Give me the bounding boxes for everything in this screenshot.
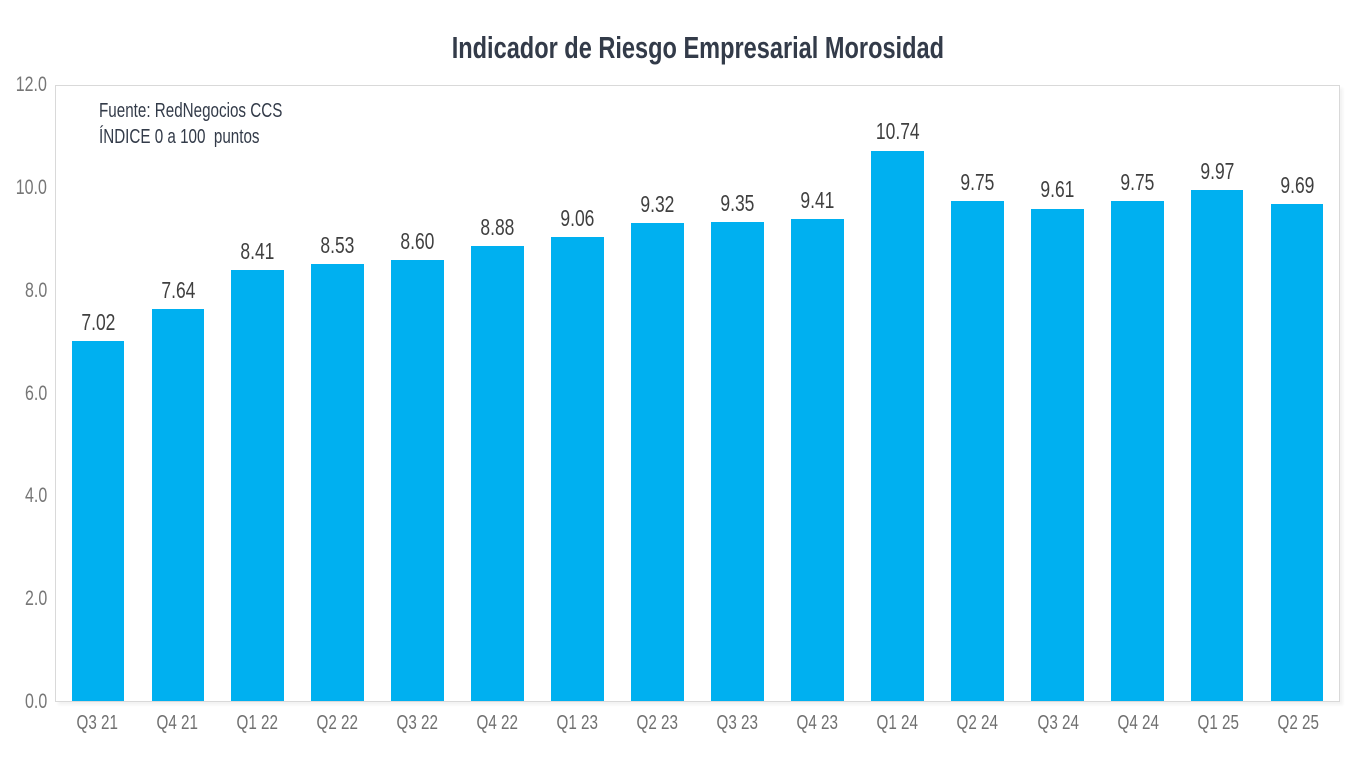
bar-value-label: 8.88 [480,213,515,240]
bar [950,201,1004,701]
x-tick-label: Q4 24 [1117,712,1159,734]
x-tick-label: Q2 24 [957,712,999,734]
bar-value-label: 10.74 [875,118,920,145]
bar-value-label: 9.06 [560,204,595,231]
bar-column: 8.41 [218,86,298,701]
x-axis: Q3 21 Q4 21 Q1 22 Q2 22 Q3 22 Q4 22 Q1 23 Q2 23… [55,712,1340,735]
x-tick-label: Q1 24 [876,712,919,734]
bar-value-label: 9.32 [640,191,675,218]
bar-value-label: 8.60 [400,228,435,255]
x-tick-label: Q1 23 [556,712,599,734]
bar [711,221,764,701]
bar-column: 9.75 [1097,86,1177,701]
x-tick-label: Q1 22 [236,712,278,734]
bar-column: 7.02 [58,86,138,701]
bar [791,218,844,701]
bar-column: 8.53 [298,86,378,701]
bar-value-label: 8.53 [320,231,355,258]
source-line: Fuente: RedNegocios CCS [99,100,283,122]
bar-value-label: 7.64 [160,277,195,304]
bar-column: 8.60 [378,86,458,701]
bar-column: 9.35 [698,86,778,701]
y-tick-label: 2.0 [24,587,47,611]
bar [1270,204,1324,701]
bar-value-label: 7.02 [80,309,115,336]
bar-column: 9.06 [538,86,618,701]
y-tick-label: 10.0 [15,175,47,199]
chart-title: Indicador de Riesgo Empresarial Morosida… [55,30,1340,66]
x-tick-label: Q3 22 [396,712,438,734]
bar-column: 9.69 [1257,86,1337,701]
bar [1190,190,1244,701]
bar-value-label: 9.75 [960,169,995,196]
x-tick-label: Q2 23 [636,712,679,734]
bar-value-label: 9.69 [1280,172,1315,199]
bar-column: 7.64 [138,86,218,701]
bar-column: 8.88 [458,86,538,701]
x-tick-label: Q3 23 [716,712,759,734]
x-tick-label: Q4 23 [796,712,839,734]
bar-column: 9.61 [1017,86,1097,701]
chart-title-text: Indicador de Riesgo Empresarial Morosida… [451,30,944,65]
bar-value-label: 9.35 [720,189,755,216]
x-tick-label: Q3 24 [1037,712,1079,734]
bars-row: 7.02 7.64 8.41 8.53 8.60 8.88 9.06 9.32 9.35 9.41… [56,86,1339,701]
y-tick-label: 8.0 [24,278,47,302]
bar [1110,201,1164,701]
bar-column: 9.97 [1177,86,1257,701]
y-tick-label: 12.0 [15,73,47,96]
bar-column: 10.74 [857,86,937,701]
y-tick-label: 0.0 [24,690,47,713]
index-scale-line: ÍNDICE 0 a 100 puntos [99,126,260,148]
bar [391,260,445,701]
bar-value-label: 9.75 [1120,169,1155,196]
x-tick-label: Q2 25 [1277,712,1319,734]
bar [471,245,525,701]
x-tick-label: Q3 21 [76,712,118,734]
x-tick-label: Q2 22 [316,712,358,734]
bar [551,236,604,701]
bar [151,309,205,701]
bar-column: 9.41 [777,86,857,701]
bar [71,341,125,701]
bar-value-label: 9.41 [800,186,835,213]
bar [231,270,285,701]
bar-value-label: 9.97 [1200,157,1235,184]
y-axis: 0.0 2.0 4.0 6.0 8.0 10.0 12.0 [0,73,47,713]
x-tick-label: Q4 21 [156,712,198,734]
bar-value-label: 8.41 [240,237,275,264]
bar-value-label: 9.61 [1040,176,1075,203]
plot-area: Fuente: RedNegocios CCS ÍNDICE 0 a 100 p… [55,85,1340,702]
y-tick-label: 6.0 [24,381,47,405]
bar [311,263,365,701]
x-tick-label: Q4 22 [476,712,519,734]
bar-column: 9.32 [618,86,698,701]
bar [631,223,684,701]
bar-column: 9.75 [937,86,1017,701]
x-tick-label: Q1 25 [1197,712,1239,734]
source-annotation: Fuente: RedNegocios CCS ÍNDICE 0 a 100 p… [99,98,340,150]
y-tick-label: 4.0 [24,484,47,508]
bar [1030,208,1084,701]
bar [870,150,924,701]
